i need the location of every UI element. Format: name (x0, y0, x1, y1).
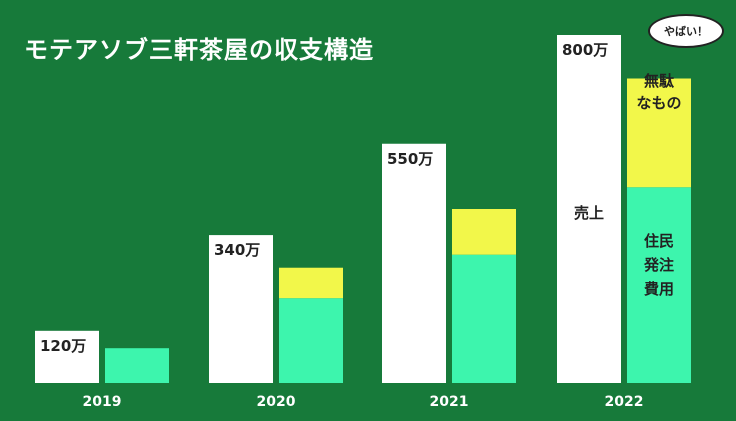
bar-resident-cost-2019 (105, 348, 169, 383)
x-tick-2022: 2022 (605, 394, 644, 410)
bar-revenue-2022 (557, 35, 621, 383)
bar-revenue-2020 (209, 235, 273, 383)
cost-annotation-line2: 発注 (643, 256, 674, 274)
cost-annotation-line1: 住民 (644, 232, 674, 250)
bar-resident-cost-2021 (452, 254, 516, 383)
bar-waste-2022 (627, 78, 691, 188)
revenue-annotation: 売上 (574, 204, 604, 222)
value-label-2020: 340万 (214, 241, 260, 259)
waste-annotation-line1: 無駄 (644, 72, 675, 90)
bar-waste-2021 (452, 209, 516, 255)
cost-annotation-line3: 費用 (644, 280, 674, 298)
chart-title: モテアソブ三軒茶屋の収支構造 (24, 36, 374, 64)
x-tick-2021: 2021 (430, 394, 469, 410)
bar-resident-cost-2022 (627, 187, 691, 383)
bar-revenue-2019 (35, 330, 99, 383)
bar-revenue-2021 (382, 143, 446, 383)
bar-waste-2020 (279, 267, 343, 299)
x-tick-2020: 2020 (257, 394, 296, 410)
value-label-2021: 550万 (387, 150, 433, 168)
callout-bubble: やばい！ (648, 14, 724, 48)
bar-resident-cost-2020 (279, 298, 343, 383)
value-label-2019: 120万 (40, 337, 86, 355)
waste-annotation-line2: なもの (636, 94, 681, 112)
value-label-2022: 800万 (562, 41, 608, 59)
x-tick-2019: 2019 (83, 394, 122, 410)
